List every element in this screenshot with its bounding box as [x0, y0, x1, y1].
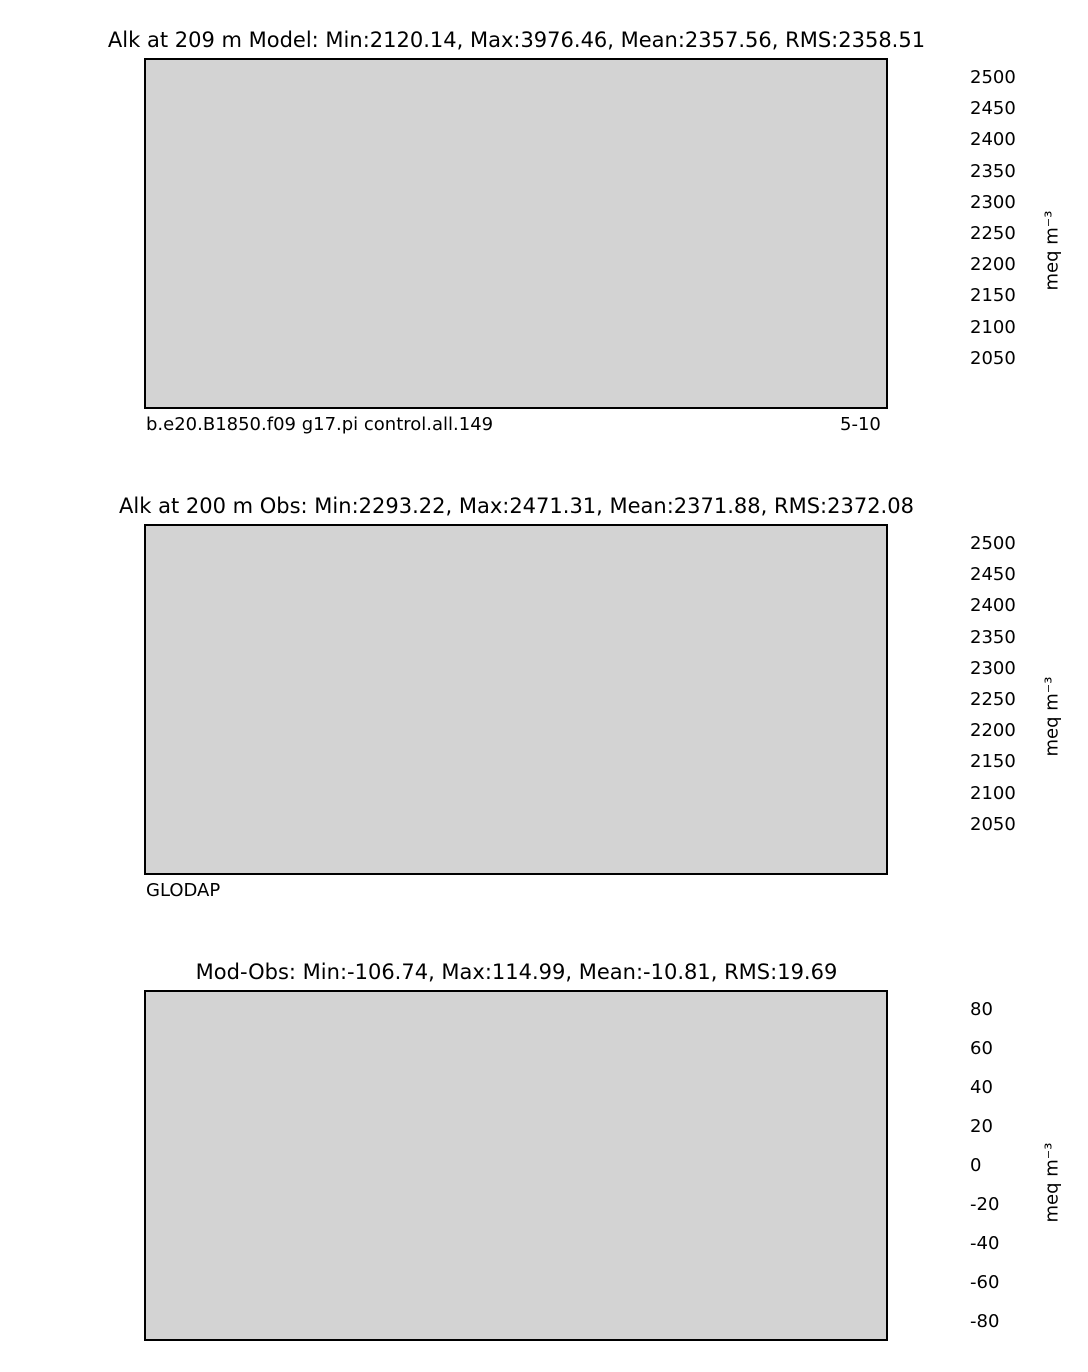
colorbar-tick-label: 2100 [970, 782, 1016, 804]
colorbar-tick-label: 2150 [970, 751, 1016, 773]
colorbar-tick-label: 2400 [970, 595, 1016, 617]
colorbar-tick-label: -60 [970, 1272, 1000, 1293]
obs-colorbar-svg [932, 524, 962, 876]
colorbar-tick-label: 2300 [970, 191, 1016, 213]
obs-map-svg [146, 526, 886, 873]
colorbar-tick-label: 2500 [970, 533, 1016, 554]
colorbar-tick-label: 2350 [970, 160, 1016, 182]
diff-map-svg [146, 992, 886, 1339]
obs-source-label: GLODAP [146, 880, 221, 901]
colorbar-tick-label: 2300 [970, 657, 1016, 679]
colorbar-tick-label: 2050 [970, 347, 1016, 369]
colorbar-tick-label: 2450 [970, 98, 1016, 120]
panel-title: Mod-Obs: Min:-106.74, Max:114.99, Mean:-… [195, 960, 838, 984]
diff-colorbar [932, 990, 962, 1342]
colorbar-tick-label: -40 [970, 1233, 1000, 1254]
colorbar-tick-label: 0 [970, 1155, 982, 1176]
colorbar-tick-label: -80 [970, 1311, 1000, 1332]
obs-map [144, 524, 888, 875]
colorbar-tick-label: 2150 [970, 285, 1016, 307]
colorbar-tick-label: 2050 [970, 813, 1016, 835]
colorbar-units: meq m⁻³ [1041, 210, 1063, 291]
panel-title: Alk at 209 m Model: Min:2120.14, Max:397… [107, 28, 926, 52]
panel-title: Alk at 200 m Obs: Min:2293.22, Max:2471.… [119, 494, 914, 518]
years-label: 5-10 [840, 414, 881, 435]
colorbar-tick-label: 2250 [970, 223, 1016, 244]
model-colorbar-svg [932, 58, 962, 410]
model-map [144, 58, 888, 409]
colorbar-tick-label: -20 [970, 1194, 1000, 1215]
colorbar-tick-label: 2500 [970, 67, 1016, 88]
colorbar-tick-label: 2100 [970, 316, 1016, 338]
colorbar-tick-label: 60 [970, 1038, 993, 1059]
colorbar-units: meq m⁻³ [1041, 676, 1063, 757]
colorbar-tick-label: 2450 [970, 564, 1016, 586]
colorbar-tick-label: 2200 [970, 254, 1016, 276]
diff-map [144, 990, 888, 1341]
colorbar-units: meq m⁻³ [1041, 1142, 1063, 1223]
colorbar-tick-label: 20 [970, 1116, 993, 1137]
colorbar-tick-label: 2200 [970, 720, 1016, 742]
obs-colorbar [932, 524, 962, 876]
colorbar-tick-label: 2250 [970, 689, 1016, 710]
model-map-svg [146, 60, 886, 407]
model-colorbar [932, 58, 962, 410]
colorbar-tick-label: 2400 [970, 129, 1016, 151]
case-label: b.e20.B1850.f09 g17.pi control.all.149 [146, 414, 494, 435]
colorbar-tick-label: 2350 [970, 626, 1016, 648]
colorbar-tick-label: 80 [970, 999, 993, 1020]
diff-colorbar-svg [932, 990, 962, 1342]
colorbar-tick-label: 40 [970, 1077, 993, 1098]
